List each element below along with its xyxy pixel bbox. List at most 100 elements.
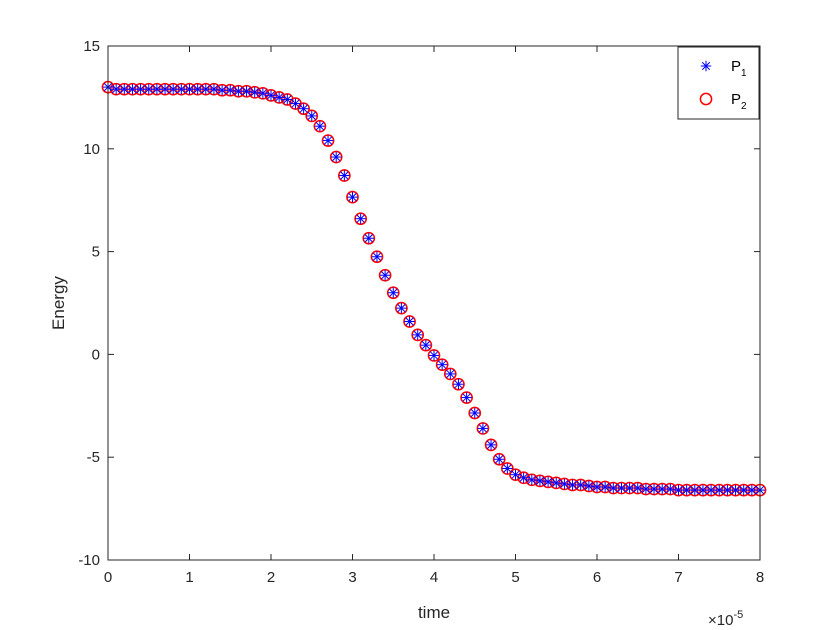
data-point-p1 bbox=[420, 339, 432, 351]
legend-p1-name: P bbox=[731, 58, 741, 75]
data-point-p2 bbox=[248, 85, 262, 99]
data-point-p1 bbox=[249, 87, 260, 98]
data-point-p1 bbox=[282, 94, 293, 105]
y-tick-label: 0 bbox=[92, 346, 100, 363]
data-point-p2 bbox=[370, 250, 384, 264]
data-point-p2 bbox=[549, 476, 563, 490]
series-layer bbox=[101, 80, 767, 497]
x-tick-label: 5 bbox=[511, 569, 519, 586]
data-point-p2 bbox=[427, 349, 441, 362]
data-point-p1 bbox=[151, 83, 163, 95]
data-point-p1 bbox=[127, 83, 138, 95]
data-point-p1 bbox=[445, 368, 456, 380]
data-point-p2 bbox=[354, 212, 367, 226]
legend: P1 P2 bbox=[677, 46, 760, 120]
data-point-p1 bbox=[388, 287, 399, 298]
legend-entry-p1: P1 bbox=[731, 58, 747, 79]
data-point-p1 bbox=[477, 423, 489, 434]
legend-asterisk-glyph bbox=[700, 60, 712, 72]
data-point-p2 bbox=[338, 169, 351, 182]
data-point-p1 bbox=[436, 359, 448, 370]
data-point-p1 bbox=[290, 98, 301, 109]
data-point-p1 bbox=[542, 476, 554, 488]
data-point-p1 bbox=[257, 88, 269, 99]
data-point-p1 bbox=[494, 454, 505, 465]
data-point-p1 bbox=[518, 472, 529, 483]
x-multiplier-base: ×10 bbox=[708, 612, 733, 629]
legend-circle-marker bbox=[699, 92, 713, 106]
x-tick-label: 8 bbox=[756, 569, 764, 586]
data-point-p1 bbox=[314, 120, 326, 132]
data-point-p1 bbox=[306, 110, 317, 122]
data-point-p2 bbox=[411, 328, 425, 342]
x-tick-label: 1 bbox=[185, 569, 193, 586]
x-tick-label: 4 bbox=[430, 569, 438, 586]
data-point-p2 bbox=[305, 109, 319, 123]
data-point-p2 bbox=[395, 301, 408, 315]
data-point-p1 bbox=[355, 213, 366, 224]
data-point-p2 bbox=[541, 475, 555, 489]
legend-p1-subscript: 1 bbox=[741, 68, 747, 79]
x-tick-label: 7 bbox=[674, 569, 682, 586]
data-point-p2 bbox=[329, 150, 343, 164]
data-point-p2 bbox=[403, 315, 416, 328]
x-axis-label: time bbox=[418, 603, 450, 622]
data-point-p1 bbox=[583, 480, 595, 492]
data-point-p1 bbox=[453, 379, 464, 390]
data-point-p1 bbox=[371, 251, 383, 262]
data-point-p1 bbox=[233, 86, 244, 97]
data-point-p1 bbox=[339, 170, 350, 181]
data-point-p2 bbox=[533, 474, 547, 488]
y-axis-ticks: -10 -5 0 5 10 15 bbox=[78, 38, 760, 569]
data-point-p1 bbox=[665, 483, 676, 495]
y-tick-label: 5 bbox=[92, 244, 100, 261]
x-tick-label: 3 bbox=[348, 569, 356, 586]
data-point-p1 bbox=[412, 329, 423, 341]
data-point-p1 bbox=[738, 484, 749, 496]
data-point-p2 bbox=[476, 422, 490, 435]
plot-background bbox=[108, 46, 760, 560]
data-point-p1 bbox=[184, 83, 195, 95]
data-point-p1 bbox=[681, 484, 692, 496]
y-tick-label: 15 bbox=[83, 38, 100, 55]
data-point-p1 bbox=[485, 439, 497, 451]
data-point-p1 bbox=[689, 484, 700, 496]
data-point-p1 bbox=[363, 233, 374, 244]
y-tick-label: -10 bbox=[78, 552, 100, 569]
data-point-p1 bbox=[225, 85, 236, 96]
data-point-p1 bbox=[241, 86, 252, 97]
data-point-p2 bbox=[362, 231, 376, 245]
data-point-p1 bbox=[599, 481, 611, 493]
data-point-p2 bbox=[321, 134, 335, 147]
data-point-p1 bbox=[632, 482, 643, 494]
x-tick-label: 0 bbox=[104, 569, 112, 586]
data-point-p1 bbox=[265, 90, 277, 101]
data-point-p2 bbox=[435, 358, 449, 372]
x-axis-multiplier: ×10-5 bbox=[708, 609, 743, 629]
legend-entry-p2: P2 bbox=[731, 91, 747, 112]
data-point-p1 bbox=[273, 92, 285, 103]
data-point-p2 bbox=[378, 268, 392, 282]
legend-p2-name: P bbox=[731, 91, 741, 108]
data-point-p1 bbox=[347, 191, 358, 203]
data-point-p2 bbox=[346, 190, 359, 204]
data-point-p1 bbox=[208, 83, 220, 95]
data-point-p1 bbox=[559, 478, 570, 490]
data-point-p2 bbox=[443, 367, 457, 381]
legend-box bbox=[677, 46, 760, 120]
data-point-p1 bbox=[135, 83, 146, 95]
data-point-p1 bbox=[469, 407, 480, 419]
data-point-p1 bbox=[591, 481, 603, 493]
data-point-p1 bbox=[534, 475, 546, 487]
x-multiplier-exponent: -5 bbox=[733, 609, 743, 621]
data-point-p1 bbox=[159, 83, 171, 95]
y-tick-label: -5 bbox=[87, 449, 100, 466]
data-point-p1 bbox=[404, 316, 415, 327]
data-point-p2 bbox=[558, 477, 571, 491]
series-p1 bbox=[102, 81, 766, 496]
data-point-p1 bbox=[428, 350, 440, 361]
data-point-p1 bbox=[298, 103, 309, 114]
data-point-p1 bbox=[526, 474, 537, 486]
svg-text:×10-5: ×10-5 bbox=[708, 609, 743, 629]
